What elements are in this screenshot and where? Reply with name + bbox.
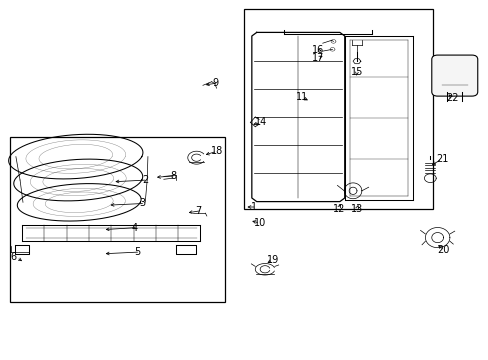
Text: 2: 2 [142,175,148,185]
Text: 1: 1 [250,202,257,212]
Text: 5: 5 [134,247,141,257]
Text: 6: 6 [11,252,17,262]
Text: 21: 21 [435,154,447,164]
Text: 19: 19 [266,255,278,265]
Text: 20: 20 [437,245,449,255]
Text: 9: 9 [212,78,219,88]
Text: 15: 15 [350,67,363,77]
Text: 11: 11 [295,92,307,102]
Bar [244,9,432,209]
Text: 22: 22 [445,93,458,103]
Bar [10,137,224,302]
Text: 10: 10 [254,218,266,228]
Text: 7: 7 [195,206,202,216]
FancyBboxPatch shape [431,55,477,96]
Text: 8: 8 [170,171,176,181]
Text: 14: 14 [255,117,267,127]
Text: 16: 16 [311,45,324,55]
Text: 12: 12 [332,204,344,214]
Text: 13: 13 [350,204,363,214]
Text: 3: 3 [139,198,145,208]
Text: 18: 18 [211,146,223,156]
Text: 4: 4 [132,222,138,233]
Text: 17: 17 [311,53,324,63]
